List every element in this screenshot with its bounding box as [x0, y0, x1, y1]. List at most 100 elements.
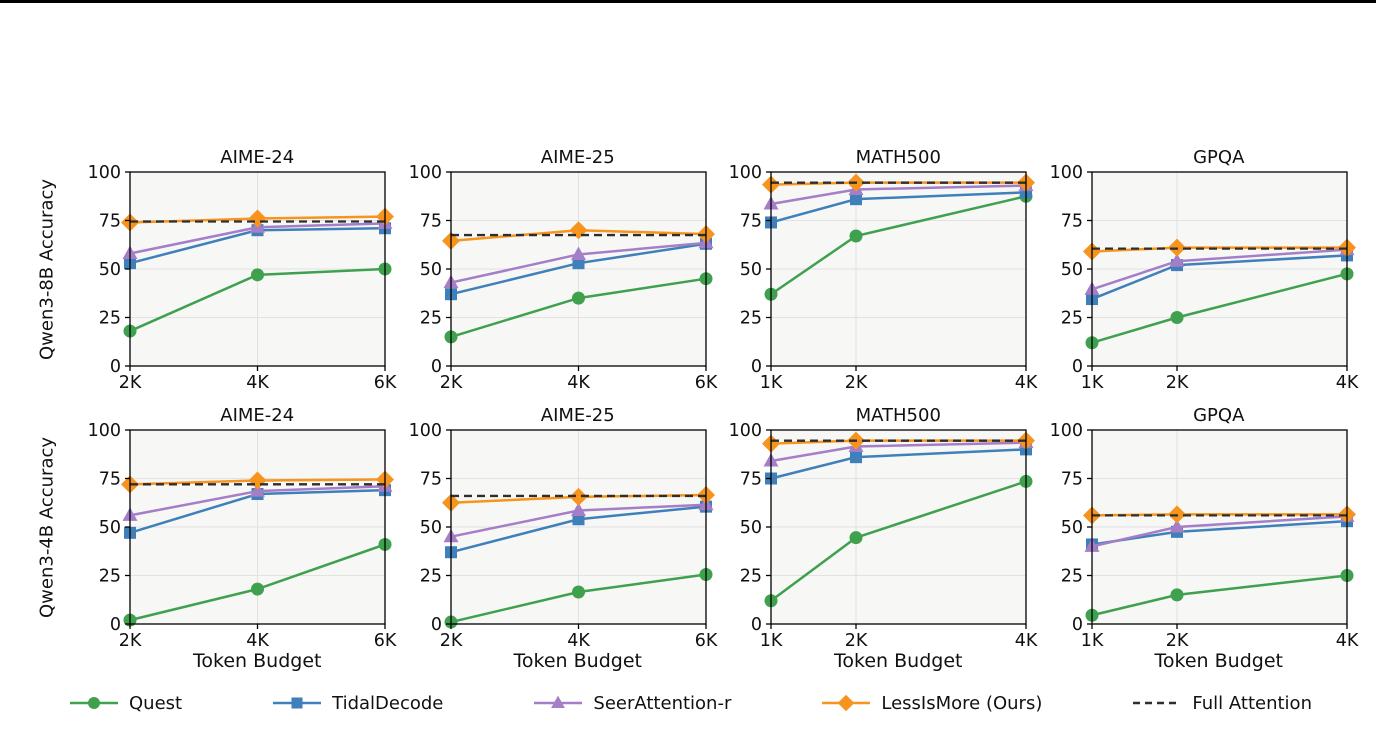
svg-text:25: 25 — [419, 567, 441, 587]
svg-text:75: 75 — [99, 470, 121, 490]
subplot-8b-gpqa: GPQA 1K 2K 4K 0 25 50 75 100 — [1048, 146, 1358, 393]
svg-text:4K: 4K — [246, 631, 269, 651]
svg-text:50: 50 — [740, 260, 762, 280]
plot-area: 2K 4K 6K 0 25 50 75 100 — [408, 421, 717, 651]
svg-text:2K: 2K — [845, 631, 868, 651]
quest-marker-icon — [70, 692, 118, 714]
subplot-title: AIME-25 — [540, 147, 615, 168]
svg-text:4K: 4K — [1015, 631, 1038, 651]
legend-label: Full Attention — [1192, 692, 1312, 714]
svg-text:1K: 1K — [760, 631, 783, 651]
svg-text:100: 100 — [408, 163, 441, 183]
full-attention-dashed-line-icon — [1133, 692, 1181, 714]
svg-text:0: 0 — [1071, 357, 1082, 377]
svg-text:75: 75 — [740, 470, 762, 490]
subplot-8b-aime25: AIME-25 2K 4K 6K 0 25 50 75 100 — [407, 146, 717, 393]
svg-text:4K: 4K — [567, 631, 590, 651]
svg-text:2K: 2K — [1165, 631, 1188, 651]
legend-label: LessIsMore (Ours) — [881, 692, 1043, 714]
svg-text:1K: 1K — [1080, 631, 1103, 651]
plot-area: 1K 2K 4K 0 25 50 75 100 — [729, 163, 1038, 393]
chart-grid: Qwen3-8B Accuracy AIME-24 2K 4K 6K 0 25 50 75 1… — [30, 146, 1359, 672]
svg-text:4K: 4K — [567, 373, 590, 393]
subplot-title: GPQA — [1193, 147, 1245, 168]
x-axis-label: Token Budget — [1154, 650, 1283, 672]
plot-area: 2K 4K 6K 0 25 50 75 100 — [88, 163, 397, 393]
svg-text:100: 100 — [408, 421, 441, 441]
subplot-title: MATH500 — [855, 405, 941, 426]
plot-area: 1K 2K 4K 0 25 50 75 100 — [1049, 163, 1358, 393]
x-axis-label: Token Budget — [193, 650, 322, 672]
svg-text:6K: 6K — [374, 373, 397, 393]
svg-text:100: 100 — [88, 163, 121, 183]
subplot-4b-gpqa: GPQA 1K 2K 4K 0 25 50 75 100 Token Budget — [1048, 404, 1358, 672]
y-axis-label-container: Qwen3-4B Accuracy — [30, 404, 64, 672]
legend: Quest TidalDecode SeerAttention-r LessIs… — [70, 692, 1312, 714]
legend-item-seerattention-r: SeerAttention-r — [534, 692, 731, 714]
plot-area: 2K 4K 6K 0 25 50 75 100 — [88, 421, 397, 651]
y-axis-label: Qwen3-8B Accuracy — [36, 178, 58, 360]
svg-text:2K: 2K — [119, 373, 142, 393]
svg-text:75: 75 — [1060, 212, 1082, 232]
lessismore-marker-icon — [822, 692, 871, 714]
x-axis-label: Token Budget — [834, 650, 963, 672]
svg-text:4K: 4K — [246, 373, 269, 393]
y-axis-label-container: Qwen3-8B Accuracy — [30, 146, 64, 392]
svg-text:100: 100 — [729, 421, 762, 441]
svg-text:100: 100 — [1049, 163, 1082, 183]
subplot-title: AIME-24 — [220, 147, 295, 168]
svg-text:1K: 1K — [1080, 373, 1103, 393]
svg-text:75: 75 — [419, 212, 441, 232]
top-rule — [0, 0, 1376, 3]
svg-text:75: 75 — [740, 212, 762, 232]
svg-text:6K: 6K — [694, 373, 717, 393]
svg-text:25: 25 — [1060, 567, 1082, 587]
svg-text:2K: 2K — [119, 631, 142, 651]
svg-text:75: 75 — [99, 212, 121, 232]
svg-text:50: 50 — [419, 518, 441, 538]
plot-area: 2K 4K 6K 0 25 50 75 100 — [408, 163, 717, 393]
plot-area: 1K 2K 4K 0 25 50 75 100 — [1049, 421, 1358, 651]
svg-text:50: 50 — [1060, 260, 1082, 280]
svg-text:4K: 4K — [1335, 373, 1358, 393]
svg-text:25: 25 — [419, 309, 441, 329]
svg-text:0: 0 — [430, 357, 441, 377]
subplot-title: MATH500 — [855, 147, 941, 168]
chart-row-qwen3-4b: Qwen3-4B Accuracy AIME-24 2K 4K 6K 0 25 50 75 1… — [30, 404, 1359, 672]
chart-row-qwen3-8b: Qwen3-8B Accuracy AIME-24 2K 4K 6K 0 25 50 75 1… — [30, 146, 1359, 393]
svg-text:2K: 2K — [439, 373, 462, 393]
subplot-title: AIME-25 — [540, 405, 615, 426]
legend-label: SeerAttention-r — [593, 692, 732, 714]
svg-text:4K: 4K — [1335, 631, 1358, 651]
svg-text:2K: 2K — [1165, 373, 1188, 393]
svg-text:25: 25 — [99, 309, 121, 329]
legend-item-tidaldecode: TidalDecode — [273, 692, 443, 714]
svg-text:2K: 2K — [439, 631, 462, 651]
svg-text:50: 50 — [740, 518, 762, 538]
seerattention-r-marker-icon — [534, 692, 583, 714]
subplot-title: AIME-24 — [220, 405, 295, 426]
svg-text:75: 75 — [419, 470, 441, 490]
svg-text:50: 50 — [419, 260, 441, 280]
svg-text:75: 75 — [1060, 470, 1082, 490]
plot-area: 1K 2K 4K 0 25 50 75 100 — [729, 421, 1038, 651]
svg-text:0: 0 — [751, 357, 762, 377]
svg-text:25: 25 — [99, 567, 121, 587]
legend-label: Quest — [129, 692, 183, 714]
svg-text:50: 50 — [1060, 518, 1082, 538]
legend-label: TidalDecode — [332, 692, 444, 714]
svg-text:100: 100 — [1049, 421, 1082, 441]
subplot-4b-aime24: AIME-24 2K 4K 6K 0 25 50 75 100 Token Budget — [86, 404, 397, 672]
svg-text:1K: 1K — [760, 373, 783, 393]
subplot-4b-aime25: AIME-25 2K 4K 6K 0 25 50 75 100 Token Budget — [407, 404, 717, 672]
svg-text:25: 25 — [740, 309, 762, 329]
legend-item-full-attention: Full Attention — [1133, 692, 1312, 714]
legend-item-lessismore: LessIsMore (Ours) — [822, 692, 1042, 714]
svg-text:0: 0 — [1071, 615, 1082, 635]
subplot-title: GPQA — [1193, 405, 1245, 426]
svg-text:50: 50 — [99, 518, 121, 538]
svg-text:25: 25 — [740, 567, 762, 587]
subplot-4b-math500: MATH500 1K 2K 4K 0 25 50 75 100 Token Budget — [727, 404, 1038, 672]
svg-text:100: 100 — [88, 421, 121, 441]
